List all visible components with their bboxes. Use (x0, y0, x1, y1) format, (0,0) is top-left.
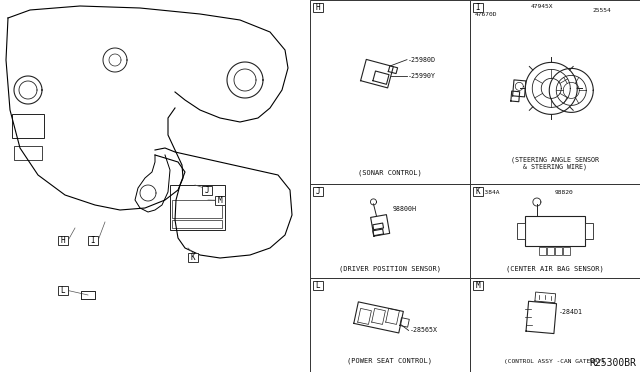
Text: (STEERING ANGLE SENSOR
& STEERING WIRE): (STEERING ANGLE SENSOR & STEERING WIRE) (511, 156, 599, 170)
Text: 98800H: 98800H (392, 206, 416, 212)
Bar (170, 185, 225, 230)
Text: I: I (91, 236, 95, 245)
Text: M: M (218, 196, 222, 205)
Bar (88, 236, 98, 245)
Bar (310, 278, 470, 372)
Text: R25300BR: R25300BR (589, 358, 636, 368)
Text: -284D1: -284D1 (559, 310, 583, 315)
Bar (310, 184, 470, 278)
Bar (58, 236, 68, 245)
Text: -25980D: -25980D (408, 57, 436, 62)
Bar (172, 200, 222, 218)
Text: L: L (61, 286, 65, 295)
Text: 25554: 25554 (593, 7, 611, 13)
Text: I: I (476, 3, 480, 12)
Text: K: K (191, 253, 195, 262)
Bar (470, 278, 640, 372)
Bar (585, 223, 593, 239)
Bar (473, 3, 483, 12)
Bar (525, 216, 585, 246)
Text: -28565X: -28565X (410, 327, 438, 333)
Text: (CENTER AIR BAG SENSOR): (CENTER AIR BAG SENSOR) (506, 265, 604, 272)
Text: J: J (205, 186, 209, 195)
Text: M: M (476, 281, 480, 290)
Text: -25990Y: -25990Y (408, 73, 436, 78)
Bar (539, 247, 546, 255)
Bar (555, 247, 562, 255)
Bar (547, 247, 554, 255)
Text: 98820: 98820 (555, 190, 573, 195)
Text: H: H (316, 3, 320, 12)
Bar (517, 223, 525, 239)
Bar (215, 196, 225, 205)
Bar (12, 114, 44, 138)
Bar (313, 3, 323, 12)
Bar (563, 247, 570, 255)
Bar (313, 187, 323, 196)
Bar (310, 0, 470, 184)
Text: 47670D: 47670D (475, 12, 497, 16)
Bar (202, 186, 212, 195)
Bar (172, 220, 222, 228)
Text: (POWER SEAT CONTROL): (POWER SEAT CONTROL) (348, 357, 432, 364)
Text: H: H (61, 236, 65, 245)
Text: 47945X: 47945X (531, 3, 554, 9)
Bar (188, 253, 198, 262)
Text: (DRIVER POSITION SENSOR): (DRIVER POSITION SENSOR) (339, 265, 441, 272)
Bar (313, 281, 323, 290)
Bar (14, 146, 42, 160)
Text: K: K (476, 187, 480, 196)
Text: 25384A: 25384A (477, 190, 500, 195)
Text: J: J (316, 187, 320, 196)
Bar (58, 286, 68, 295)
Text: (CONTROL ASSY -CAN GATEWAY): (CONTROL ASSY -CAN GATEWAY) (504, 359, 605, 364)
Bar (470, 184, 640, 278)
Bar (470, 0, 640, 184)
Text: (SONAR CONTROL): (SONAR CONTROL) (358, 170, 422, 176)
Text: L: L (316, 281, 320, 290)
Bar (473, 187, 483, 196)
Bar (473, 281, 483, 290)
